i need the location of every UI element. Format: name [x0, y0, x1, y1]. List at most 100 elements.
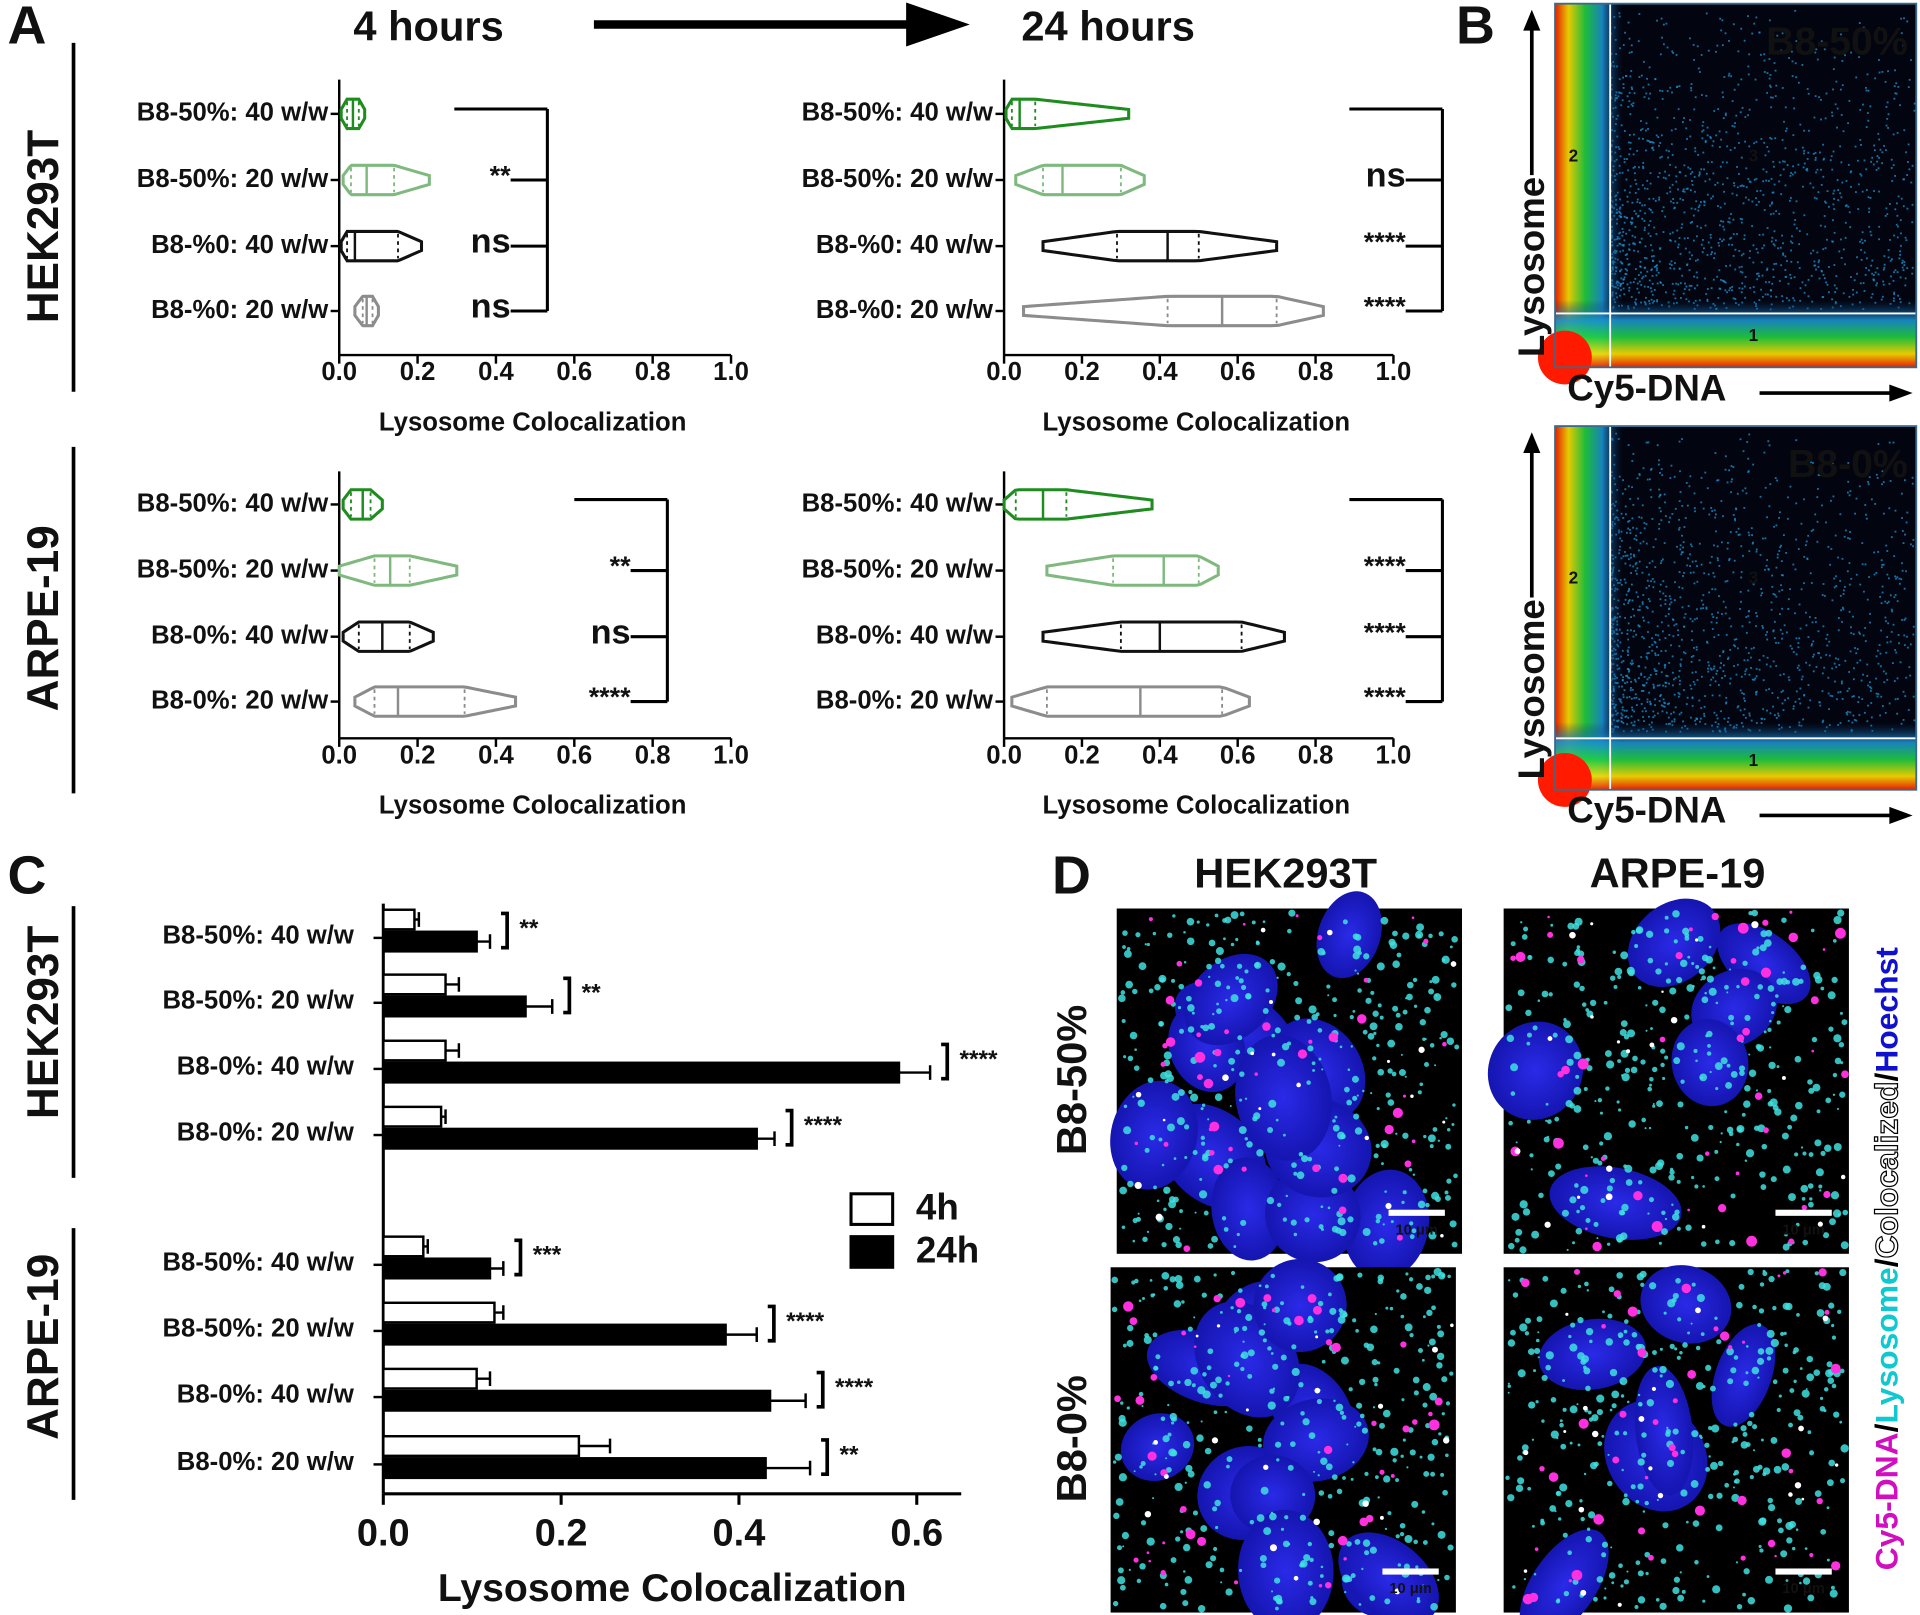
density-dot [1821, 690, 1824, 693]
density-dot [1694, 259, 1697, 262]
density-dot [1884, 711, 1887, 714]
density-dot [1881, 585, 1884, 588]
violin-outline [1010, 685, 1251, 718]
density-dot [1748, 673, 1751, 676]
lysosome-dot [1562, 1532, 1568, 1538]
dna-dot [1428, 1419, 1440, 1431]
density-dot [1639, 201, 1641, 204]
density-dot [1653, 668, 1656, 671]
density-dot [1710, 246, 1713, 249]
density-dot [1709, 561, 1712, 564]
density-dot [1875, 655, 1878, 658]
density-dot [1820, 183, 1823, 186]
lysosome-dot [1214, 1499, 1221, 1507]
lysosome-dot [1146, 942, 1150, 947]
density-dot [1814, 264, 1817, 267]
density-dot [1686, 263, 1689, 266]
density-dot [1640, 284, 1643, 286]
lysosome-dot [1747, 1268, 1754, 1276]
density-dot [1780, 560, 1783, 563]
lysosome-dot [1814, 1490, 1822, 1497]
density-dot [1703, 168, 1705, 171]
coloc-dot [1269, 999, 1274, 1004]
density-dot [1654, 538, 1657, 541]
density-dot [1846, 713, 1849, 716]
density-dot [1894, 509, 1897, 512]
density-dot [1627, 654, 1630, 657]
density-dot [1888, 441, 1891, 444]
density-dot [1878, 71, 1881, 74]
coloc-dot [1442, 1437, 1450, 1444]
lysosome-dot [1200, 1420, 1203, 1423]
density-dot [1798, 35, 1801, 38]
lysosome-dot [1230, 1306, 1234, 1310]
density-dot [1693, 287, 1696, 290]
density-dot [1779, 174, 1782, 177]
lysosome-dot [1736, 984, 1740, 989]
lysosome-dot [1135, 932, 1141, 938]
lysosome-dot [1182, 1600, 1189, 1607]
density-dot [1817, 191, 1820, 194]
density-dot [1691, 180, 1693, 182]
lysosome-dot [1395, 1132, 1398, 1135]
lysosome-dot [1676, 976, 1683, 984]
density-dot [1701, 130, 1704, 133]
density-dot [1835, 275, 1838, 278]
density-dot [1859, 139, 1862, 141]
quadrant-label: 2 [1569, 568, 1579, 588]
density-dot [1705, 12, 1708, 15]
density-dot [1820, 269, 1823, 272]
lysosome-dot [1272, 1363, 1279, 1370]
density-dot [1638, 560, 1641, 563]
density-dot [1646, 701, 1649, 703]
lysosome-dot [1647, 957, 1654, 964]
density-dot [1653, 640, 1656, 643]
density-dot [1875, 284, 1878, 287]
density-dot [1810, 461, 1812, 464]
density-dot [1786, 517, 1789, 520]
density-dot [1641, 504, 1644, 507]
density-dot [1679, 665, 1682, 667]
density-dot [1807, 534, 1810, 537]
density-dot [1696, 679, 1699, 681]
lysosome-dot [1573, 1105, 1582, 1113]
error-bar [489, 1261, 505, 1276]
density-dot [1630, 51, 1633, 54]
density-dot [1785, 127, 1788, 130]
coloc-dot [1144, 1510, 1152, 1518]
lysosome-dot [1709, 1385, 1716, 1392]
density-dot [1703, 201, 1706, 204]
lysosome-dot [1132, 1239, 1136, 1243]
density-dot [1796, 261, 1799, 264]
coloc-dot [1626, 1049, 1631, 1054]
lysosome-dot [1599, 1111, 1603, 1115]
lysosome-dot [1275, 1606, 1279, 1611]
density-dot [1623, 221, 1626, 224]
density-dot [1755, 177, 1758, 180]
density-dot [1890, 275, 1892, 278]
lysosome-dot [1203, 1481, 1211, 1489]
density-dot [1651, 275, 1654, 277]
density-dot [1746, 659, 1749, 662]
lysosome-dot [1769, 1019, 1772, 1023]
lysosome-dot [1385, 1306, 1389, 1310]
density-dot [1692, 214, 1695, 217]
density-dot [1862, 26, 1865, 29]
density-dot [1820, 118, 1822, 121]
density-dot [1698, 659, 1701, 662]
density-dot [1840, 33, 1842, 36]
density-dot [1682, 575, 1684, 577]
density-dot [1658, 488, 1661, 491]
density-dot [1730, 480, 1733, 483]
density-dot [1892, 623, 1895, 626]
lysosome-dot [1307, 1580, 1313, 1586]
lysosome-dot [1205, 1561, 1213, 1569]
density-dot [1650, 580, 1652, 583]
lysosome-dot [1161, 1163, 1165, 1167]
density-dot [1660, 468, 1663, 470]
lysosome-dot [1560, 1443, 1567, 1450]
density-dot [1716, 717, 1719, 720]
density-dot [1829, 563, 1832, 566]
density-dot [1696, 717, 1698, 720]
lysosome-dot [1230, 994, 1239, 1003]
